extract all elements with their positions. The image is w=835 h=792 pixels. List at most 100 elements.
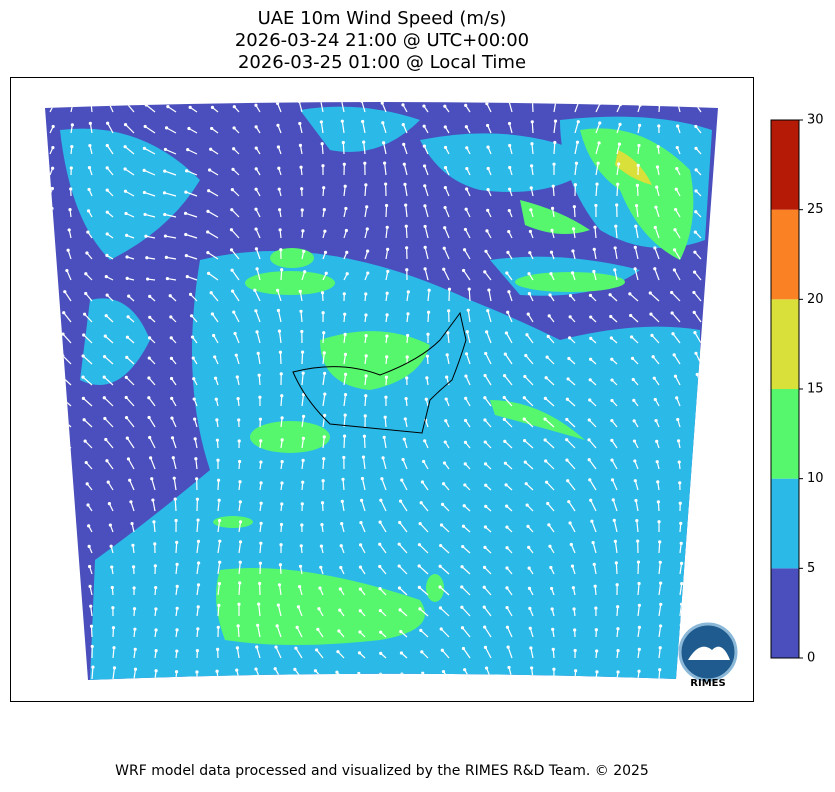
wind-arrow-head: [322, 186, 325, 189]
wind-arrow-head: [65, 564, 68, 567]
wind-arrow-head: [593, 248, 596, 251]
wind-arrow-head: [61, 332, 64, 335]
wind-arrow-head: [418, 607, 421, 610]
wind-arrow-head: [595, 649, 598, 652]
wind-arrow-head: [443, 105, 446, 108]
wind-arrow-head: [232, 126, 235, 129]
wind-arrow-head: [46, 645, 49, 648]
wind-arrow-head: [89, 605, 92, 608]
wind-arrow-head: [696, 373, 699, 376]
wind-arrow-head: [628, 292, 631, 295]
wind-arrow-head: [105, 314, 108, 317]
wind-arrow-head: [65, 524, 68, 527]
wind-arrow-head: [486, 309, 489, 312]
wind-arrow-head: [658, 540, 661, 543]
wind-arrow-head: [175, 541, 178, 544]
wind-arrow-head: [176, 607, 179, 610]
wind-arrow-head: [507, 646, 510, 649]
wind-arrow-head: [133, 607, 136, 610]
wind-arrow-head: [504, 462, 507, 465]
wind-arrow-head: [255, 330, 258, 333]
wind-arrow-head: [444, 419, 447, 422]
wind-arrow-head: [550, 251, 553, 254]
wind-arrow: [176, 542, 177, 553]
wind-arrow-head: [61, 354, 64, 357]
wind-arrow-head: [215, 418, 218, 421]
wind-arrow-head: [589, 378, 592, 381]
wind-arrow-head: [236, 646, 239, 649]
wind-arrow: [43, 356, 50, 364]
wind-arrow-head: [420, 501, 423, 504]
wind-arrow-head: [423, 125, 426, 128]
wind-arrow-head: [463, 504, 466, 507]
wind-arrow-head: [610, 419, 613, 422]
wind-arrow-head: [422, 460, 425, 463]
wind-arrow-head: [678, 460, 681, 463]
wind-arrow-head: [321, 291, 324, 294]
wind-arrow: [700, 440, 701, 448]
wind-arrow-head: [554, 99, 557, 102]
wind-arrow: [359, 674, 365, 679]
wind-arrow-head: [323, 351, 326, 354]
wind-arrow-head: [43, 504, 46, 507]
wind-arrow-head: [700, 523, 703, 526]
wind-arrow: [381, 674, 386, 679]
wind-arrow-head: [528, 607, 531, 610]
wind-arrow-head: [380, 477, 383, 480]
wind-arrow-head: [274, 645, 277, 648]
wind-arrow-head: [589, 294, 592, 297]
wind-arrow-head: [694, 147, 697, 150]
wind-arrow-head: [281, 438, 284, 441]
wind-arrow-head: [695, 168, 698, 171]
wind-arrow-head: [657, 500, 660, 503]
wind-arrow-head: [610, 358, 613, 361]
wind-arrow-head: [404, 417, 407, 420]
wind-arrow-head: [217, 626, 220, 629]
wind-arrow-head: [364, 313, 367, 316]
wind-arrow-head: [88, 565, 91, 568]
wind-arrow-head: [701, 543, 704, 546]
wind-arrow-head: [552, 648, 555, 651]
wind-arrow-head: [143, 169, 146, 172]
wind-arrow-head: [530, 164, 533, 167]
wind-arrow-head: [549, 272, 552, 275]
wind-arrow-head: [484, 646, 487, 649]
wind-arrow-head: [614, 225, 617, 228]
wind-arrow-head: [197, 540, 200, 543]
wind-arrow-head: [553, 141, 556, 144]
wind-arrow: [701, 565, 702, 574]
wind-arrow: [66, 506, 71, 511]
wind-arrow: [680, 625, 681, 637]
wind-arrow-head: [544, 397, 547, 400]
wind-arrow-head: [143, 191, 146, 194]
wind-arrow-head: [298, 585, 301, 588]
wind-arrow-head: [545, 376, 548, 379]
wind-arrow-head: [546, 356, 549, 359]
wind-arrow-head: [208, 168, 211, 171]
wind-arrow-head: [618, 123, 621, 126]
wind-arrow-head: [230, 269, 233, 272]
wind-arrow-head: [280, 523, 283, 526]
wind-arrow-head: [211, 312, 214, 315]
wind-arrow: [386, 205, 387, 217]
wind-arrow-head: [565, 438, 568, 441]
wind-arrow-head: [590, 520, 593, 523]
wind-arrow-head: [571, 565, 574, 568]
wind-arrow-head: [527, 272, 530, 275]
wind-arrow-head: [125, 234, 128, 237]
wind-arrow-head: [324, 251, 327, 254]
wind-arrow-head: [253, 289, 256, 292]
wind-arrow-head: [184, 233, 187, 236]
wind-arrow-head: [279, 248, 282, 251]
wind-arrow-head: [652, 355, 655, 358]
wind-arrow-head: [193, 397, 196, 400]
wind-arrow-head: [529, 627, 532, 630]
wind-arrow-head: [320, 120, 323, 123]
wind-arrow-head: [190, 314, 193, 317]
wind-arrow-head: [692, 291, 695, 294]
wind-arrow-head: [673, 268, 676, 271]
wind-arrow-head: [339, 587, 342, 590]
wind-arrow-head: [131, 544, 134, 547]
wind-arrow-head: [145, 256, 148, 259]
wind-arrow-head: [464, 397, 467, 400]
